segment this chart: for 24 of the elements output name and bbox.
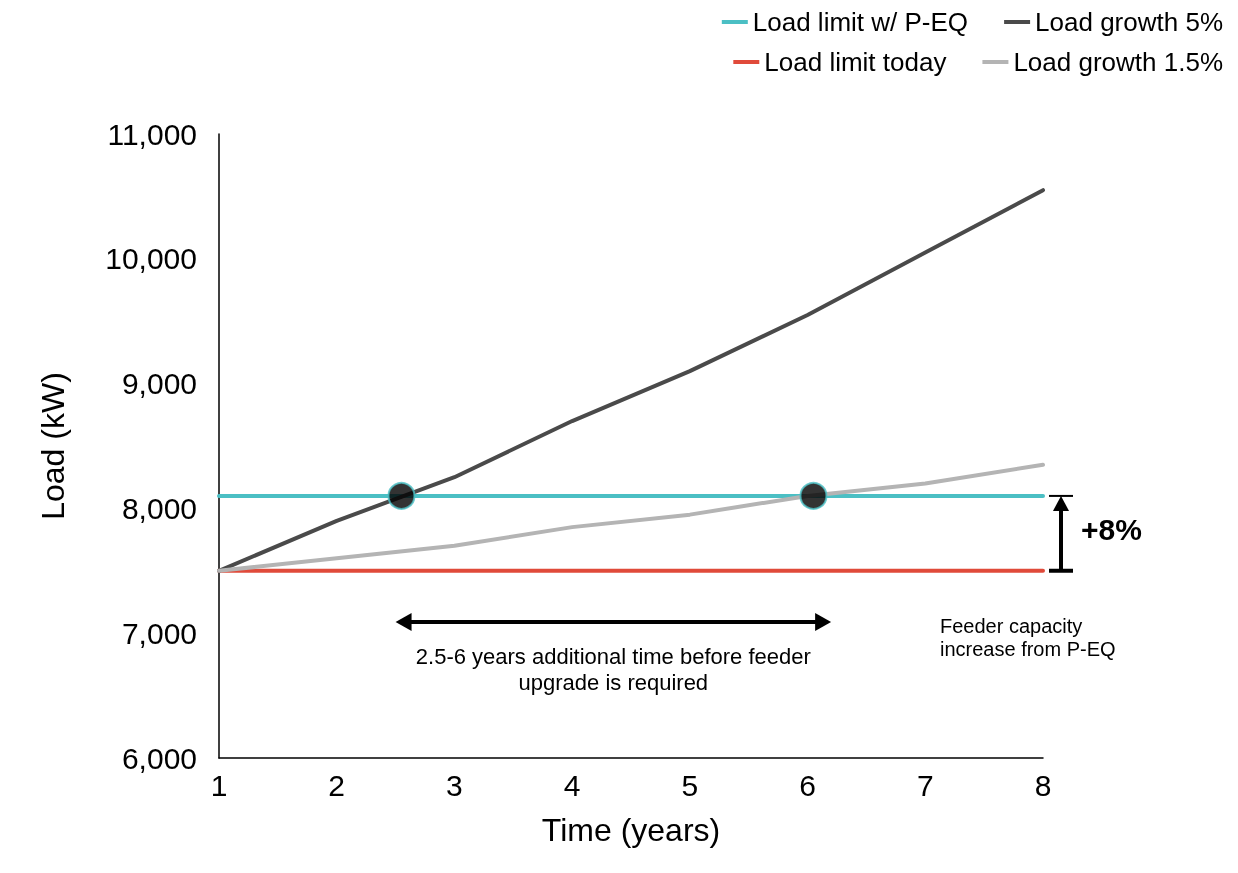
annotation: 2.5-6 years additional time before feeder upgrade is required xyxy=(414,643,812,696)
line-series xyxy=(217,462,1045,573)
y-tick-label: 8,000 xyxy=(121,491,197,525)
y-tick-label: 6,000 xyxy=(121,741,197,775)
y-tick-label: 9,000 xyxy=(121,367,197,401)
x-tick-label: 2 xyxy=(328,768,346,802)
x-tick-label: 3 xyxy=(446,768,463,802)
y-tick-label: 11,000 xyxy=(107,117,197,151)
y-axis-title: Load (kW) xyxy=(35,372,71,520)
x-tick-label: 7 xyxy=(916,768,934,802)
x-tick-label: 1 xyxy=(210,768,228,802)
legend-label: Load limit today xyxy=(764,47,947,77)
text: +8% xyxy=(1081,513,1143,548)
legend-label: Load limit w/ P-EQ xyxy=(752,7,969,37)
y-tick-label: 10,000 xyxy=(105,242,197,276)
x-axis-title: Time (years) xyxy=(541,812,721,848)
x-tick-label: 5 xyxy=(681,768,699,802)
legend-label: Load growth 1.5% xyxy=(1013,47,1224,77)
legend-label: Load growth 5% xyxy=(1035,7,1223,37)
x-tick-label: 6 xyxy=(799,768,816,802)
x-tick-label: 8 xyxy=(1034,768,1052,802)
annotation: Feeder capacity increase from P-EQ xyxy=(940,615,1117,661)
y-tick-label: 7,000 xyxy=(121,616,197,650)
x-tick-label: 4 xyxy=(563,768,581,802)
